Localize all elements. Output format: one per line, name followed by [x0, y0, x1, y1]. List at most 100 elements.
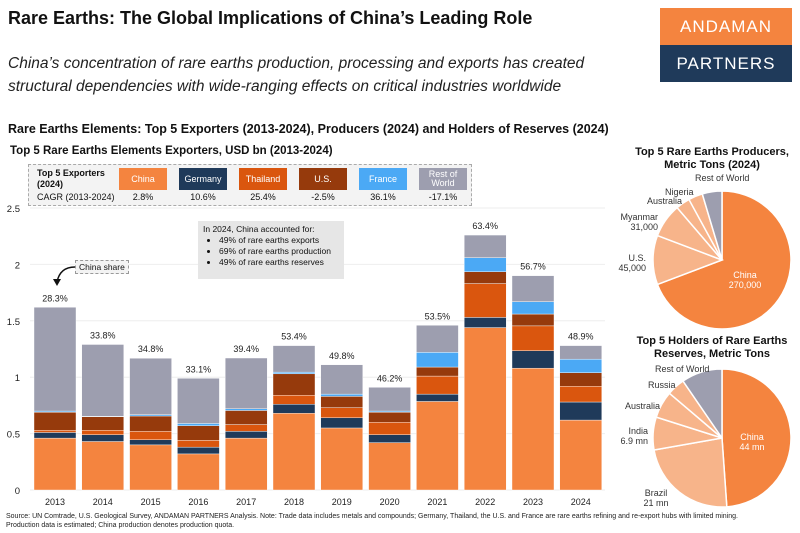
bar-segment-germany: [511, 350, 555, 369]
bar-segment-rest-of-world: [464, 234, 507, 258]
reserves-pie-title: Top 5 Holders of Rare Earths Reserves, M…: [636, 335, 788, 360]
legend-cagr: 2.8%: [132, 192, 154, 202]
legend-item: Germany 10.6%: [179, 168, 227, 202]
x-tick-label: 2018: [284, 497, 304, 507]
legend-swatch: France: [359, 168, 407, 190]
y-tick-label: 0.5: [7, 430, 20, 441]
info-title: In 2024, China accounted for:: [203, 224, 315, 234]
bar-chart: 0 0.5 1 1.5 2 2.5 28.3% 2013 33.8% 2014 34.8% 2015 3…: [7, 204, 605, 507]
info-box: In 2024, China accounted for: 49% of rar…: [198, 221, 344, 279]
bar-segment-thailand: [224, 424, 268, 432]
bar-segment-rest-of-world: [224, 357, 268, 409]
legend-cagr: 36.1%: [370, 192, 396, 202]
bar-chart-title: Top 5 Rare Earths Elements Exporters, US…: [10, 145, 333, 157]
china-share-label: 56.7%: [520, 262, 546, 272]
bar-segment-u-s-: [320, 396, 363, 408]
bar-segment-thailand: [272, 395, 316, 405]
x-tick-label: 2024: [571, 497, 591, 507]
andaman-partners-logo: ANDAMAN PARTNERS: [660, 8, 792, 82]
bar-segment-china: [368, 442, 411, 491]
bar-segment-u-s-: [464, 271, 507, 284]
bar-segment-germany: [464, 317, 507, 328]
bar-segment-u-s-: [33, 411, 77, 431]
legend-cagr: 25.4%: [250, 192, 276, 202]
bar-segment-u-s-: [272, 373, 316, 396]
x-tick-label: 2023: [523, 497, 543, 507]
pie1-label-row: Rest of World: [695, 173, 750, 183]
x-tick-label: 2015: [141, 497, 161, 507]
x-tick-label: 2017: [236, 497, 256, 507]
footer-line: Source: UN Comtrade, U.S. Geological Sur…: [6, 513, 738, 520]
pie1-label-myanmar: Myanmar 31,000: [620, 212, 658, 232]
y-tick-label: 2.5: [7, 204, 20, 215]
x-tick-label: 2013: [45, 497, 65, 507]
china-share-label: 48.9%: [568, 332, 594, 342]
bar-segment-germany: [177, 446, 220, 455]
bar-segment-u-s-: [368, 411, 411, 423]
pie1-label-china: China 270,000: [728, 270, 762, 290]
cagr-label: CAGR (2013-2024): [37, 192, 115, 202]
bar-segment-rest-of-world: [33, 307, 77, 412]
bar-segment-china: [129, 444, 172, 491]
bar-segment-thailand: [320, 407, 363, 419]
bar-segment-germany: [320, 417, 363, 429]
legend-swatch: Germany: [179, 168, 227, 190]
bar-segment-thailand: [177, 440, 220, 448]
bar-segment-china: [33, 437, 77, 491]
legend-item: Thailand 25.4%: [239, 168, 287, 202]
bar-segment-rest-of-world: [129, 358, 172, 415]
reserves-pie: [652, 368, 792, 508]
bar-segment-u-s-: [559, 372, 602, 387]
pie2-label-india: India 6.9 mn: [620, 426, 648, 446]
china-share-label: 39.4%: [233, 344, 259, 354]
bar-segment-rest-of-world: [368, 387, 411, 412]
logo-bottom: PARTNERS: [660, 45, 792, 82]
bar-segment-rest-of-world: [177, 378, 220, 424]
pie2-label-russia: Russia: [648, 380, 676, 390]
producers-pie-title: Top 5 Rare Earths Producers, Metric Tons…: [635, 146, 789, 171]
logo-top: ANDAMAN: [660, 8, 792, 45]
china-share-label: 46.2%: [377, 373, 403, 383]
x-tick-label: 2014: [93, 497, 113, 507]
china-share-label: 53.5%: [425, 311, 451, 321]
pie2-label-china: China 44 mn: [739, 432, 765, 452]
footer-line: Production data is estimated; China prod…: [6, 522, 235, 529]
bar-segment-france: [177, 423, 220, 426]
bar-segment-rest-of-world: [416, 325, 459, 353]
info-item: 49% of rare earths reserves: [219, 257, 339, 268]
bar-segment-france: [416, 352, 459, 368]
bar-segment-u-s-: [129, 415, 172, 432]
bar-segment-germany: [33, 432, 77, 439]
bar-segment-germany: [272, 404, 316, 414]
bar-segment-u-s-: [511, 313, 555, 327]
bar-segment-germany: [368, 434, 411, 443]
bar-segment-china: [416, 401, 459, 491]
pie-slice-china: [721, 368, 792, 508]
page-title: Rare Earths: The Global Implications of …: [8, 8, 533, 28]
producers-pie: [652, 190, 792, 330]
bar-segment-rest-of-world: [81, 344, 125, 417]
china-share-label: 49.8%: [329, 351, 355, 361]
pie2-label-row: Rest of World: [655, 364, 710, 374]
pie-slice-brazil: [653, 437, 728, 508]
bar-segment-france: [464, 257, 507, 272]
legend-item: China 2.8%: [119, 168, 167, 202]
china-share-label: 34.8%: [138, 344, 164, 354]
x-tick-label: 2019: [332, 497, 352, 507]
china-share-label: 33.1%: [186, 364, 212, 374]
bar-segment-china: [272, 413, 316, 491]
bar-segment-germany: [559, 401, 602, 421]
bar-segment-germany: [81, 434, 125, 442]
pie1-label-nigeria: Nigeria: [665, 187, 694, 197]
section-title: Rare Earths Elements: Top 5 Exporters (2…: [8, 122, 609, 136]
bar-segment-rest-of-world: [272, 345, 316, 373]
legend-item: U.S. -2.5%: [299, 168, 347, 202]
bar-segment-thailand: [464, 283, 507, 318]
bar-segment-china: [224, 437, 268, 491]
legend-swatch: Rest of World: [419, 168, 467, 190]
bar-segment-france: [129, 414, 172, 417]
info-item: 49% of rare earths exports: [219, 235, 339, 246]
bar-segment-thailand: [33, 430, 77, 433]
legend-cagr: -17.1%: [428, 192, 458, 202]
